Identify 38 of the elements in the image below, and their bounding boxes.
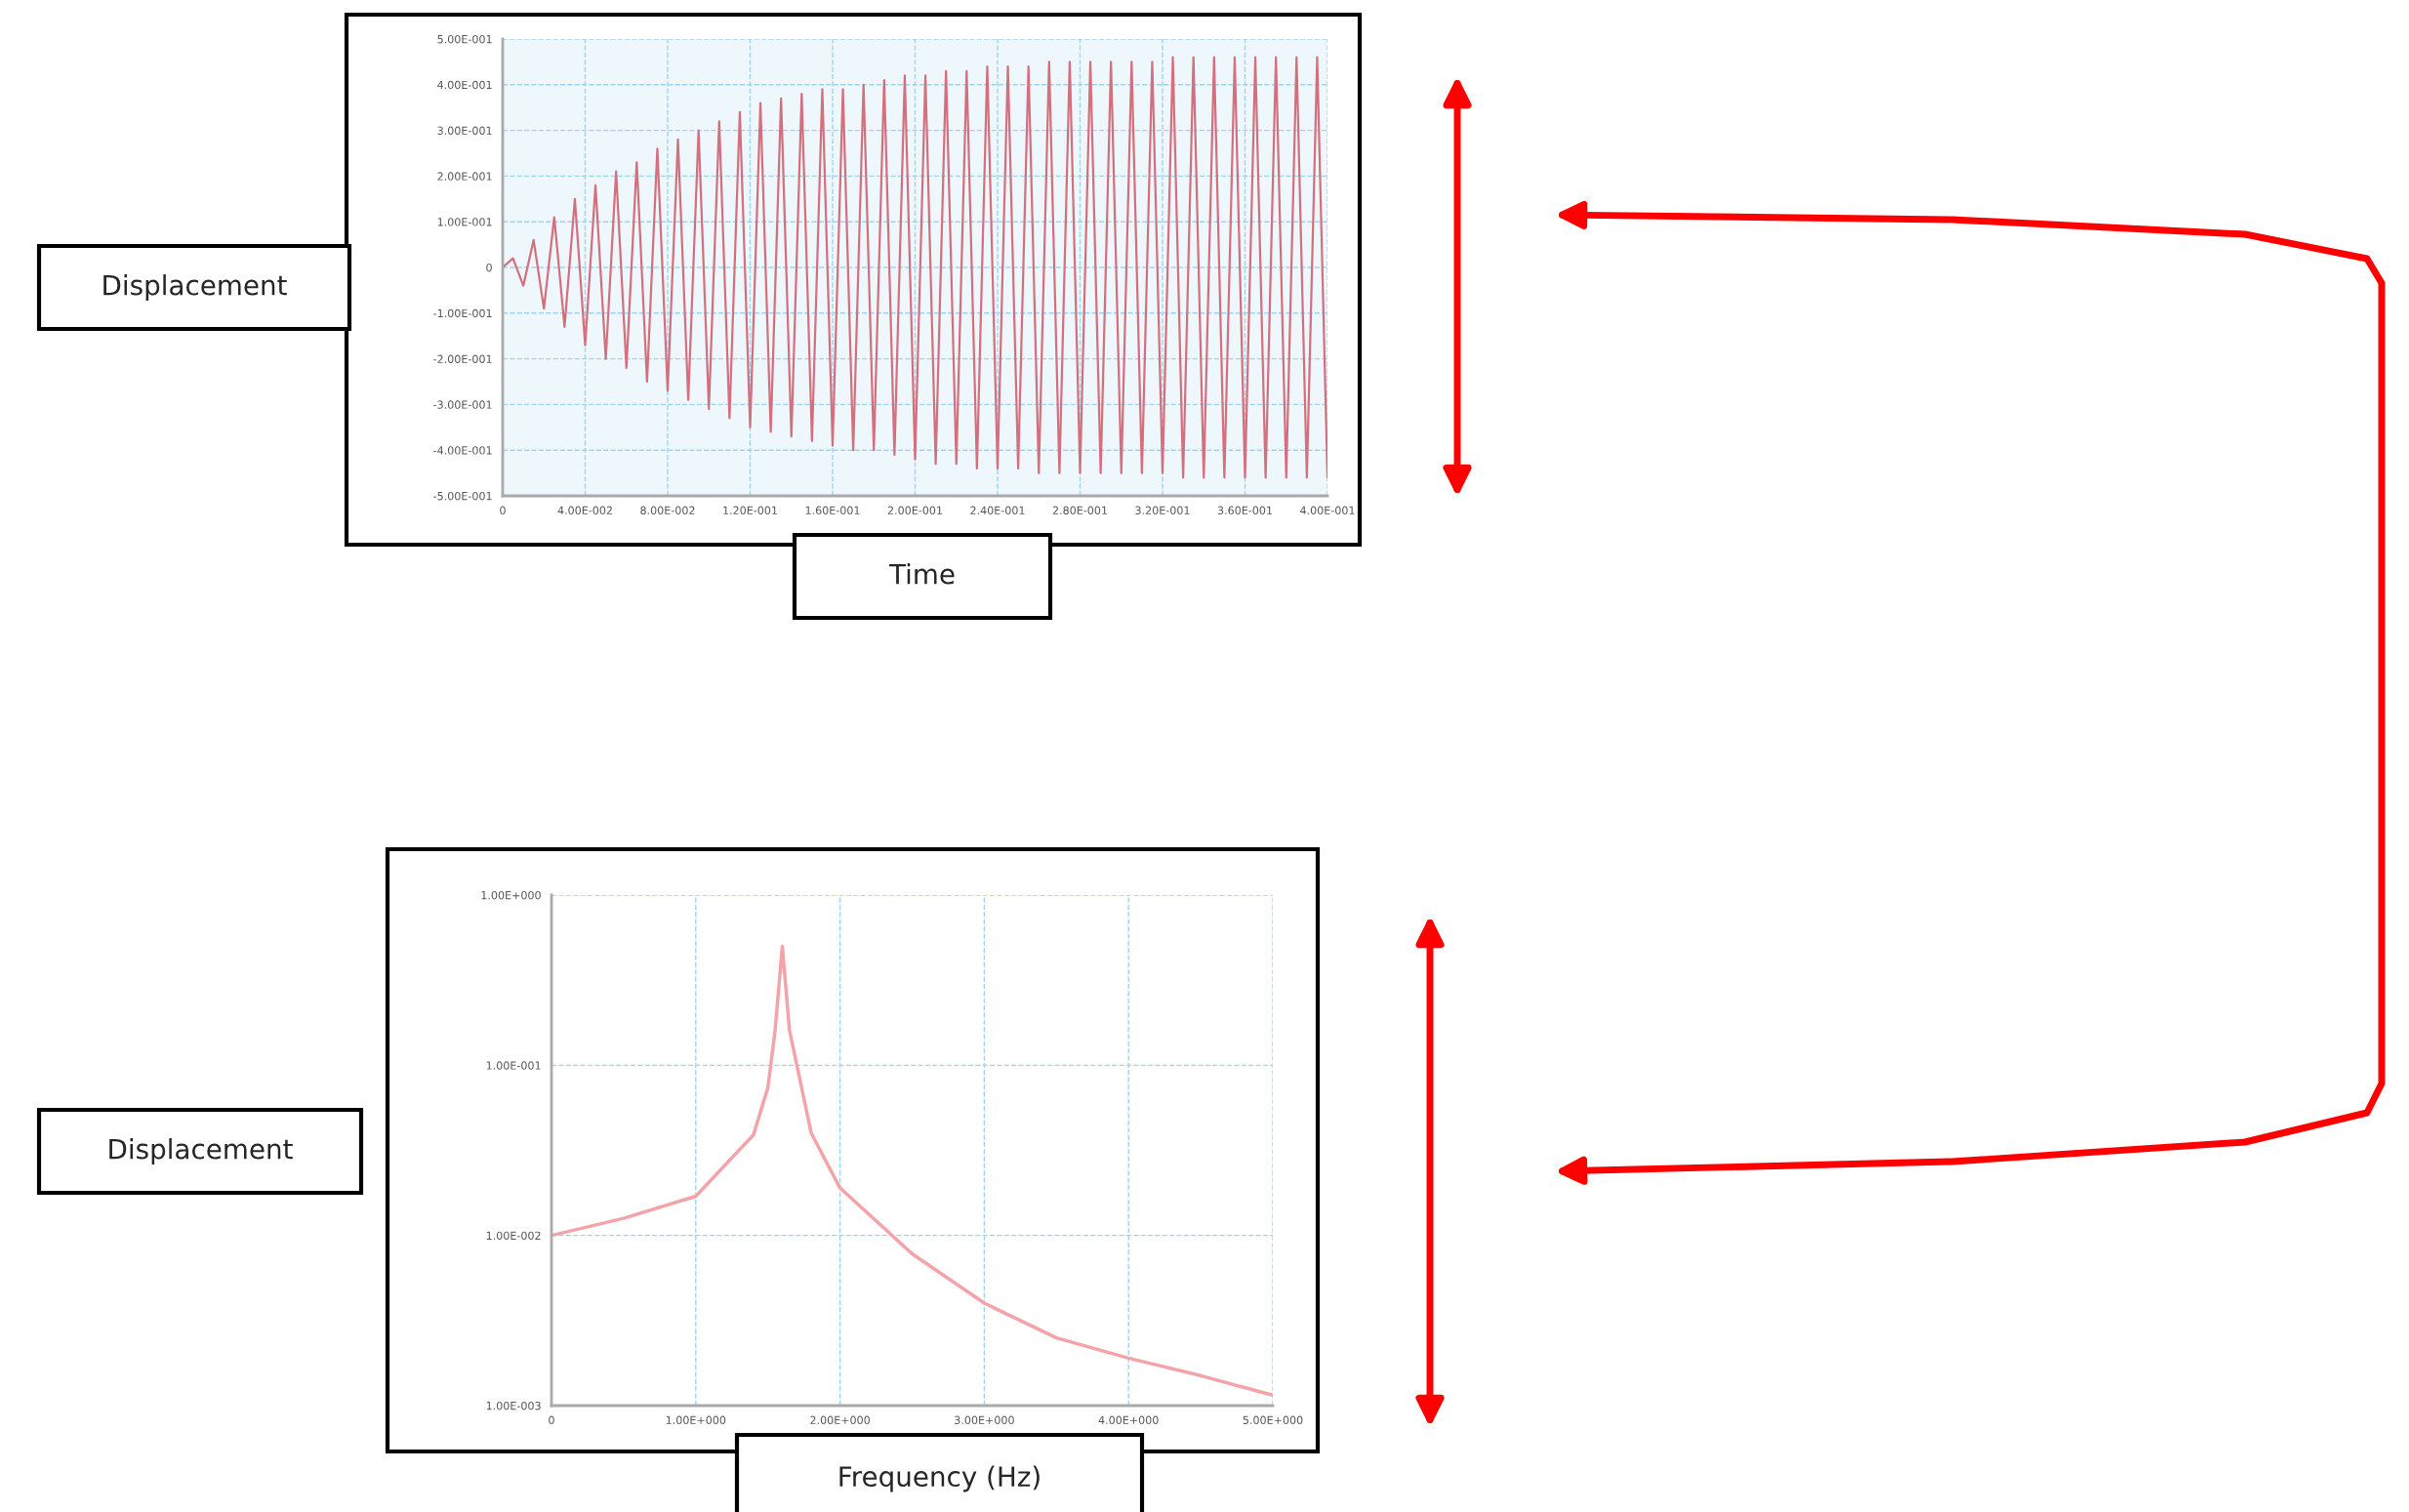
y-tick-label: 3.00E-001 — [437, 126, 492, 135]
y-tick-label: -3.00E-001 — [433, 400, 492, 409]
x-tick-label: 2.00E-001 — [887, 506, 942, 515]
x-axis-title: Frequency (Hz) — [839, 1465, 1040, 1492]
y-tick-label: 1.00E-001 — [437, 218, 492, 226]
y-tick-label: 4.00E-001 — [437, 80, 492, 90]
x-tick-label: 1.00E+000 — [666, 1415, 726, 1425]
x-tick-label: 3.20E-001 — [1135, 506, 1190, 515]
y-tick-label: 1.00E-001 — [486, 1061, 541, 1070]
x-axis-title: Time — [888, 563, 955, 585]
y-tick-label: -5.00E-001 — [433, 491, 492, 501]
x-tick-label: 4.00E-001 — [1300, 506, 1355, 515]
x-tick-label: 0 — [500, 506, 506, 515]
x-tick-label: 8.00E-002 — [640, 506, 695, 515]
x-tick-label: 3.00E+000 — [955, 1415, 1014, 1425]
x-tick-label: 2.40E-001 — [970, 506, 1025, 515]
y-axis-title: Displacement — [103, 274, 287, 301]
y-tick-label: 5.00E-001 — [437, 34, 492, 44]
y-tick-label: 2.00E-001 — [437, 172, 492, 181]
y-tick-label: -4.00E-001 — [433, 446, 492, 455]
y-tick-label: -2.00E-001 — [433, 354, 492, 363]
y-tick-label: 1.00E-002 — [486, 1231, 541, 1241]
x-tick-label: 2.80E-001 — [1052, 506, 1107, 515]
x-tick-label: 0 — [549, 1415, 554, 1425]
x-tick-label: 1.20E-001 — [723, 506, 777, 515]
x-tick-label: 4.00E-002 — [557, 506, 612, 515]
x-tick-label: 5.00E+000 — [1243, 1415, 1303, 1425]
line-series — [503, 56, 1327, 479]
x-tick-label: 4.00E+000 — [1098, 1415, 1159, 1425]
line-series — [551, 944, 1273, 1398]
y-axis-title: Displacement — [109, 1138, 293, 1165]
x-tick-label: 2.00E+000 — [810, 1415, 870, 1425]
y-tick-label: 1.00E-003 — [486, 1401, 541, 1410]
x-tick-label: 1.60E-001 — [805, 506, 860, 515]
y-tick-label: 0 — [486, 263, 492, 272]
y-tick-label: 1.00E+000 — [481, 890, 541, 900]
x-tick-label: 3.60E-001 — [1217, 506, 1272, 515]
y-tick-label: -1.00E-001 — [433, 308, 492, 318]
